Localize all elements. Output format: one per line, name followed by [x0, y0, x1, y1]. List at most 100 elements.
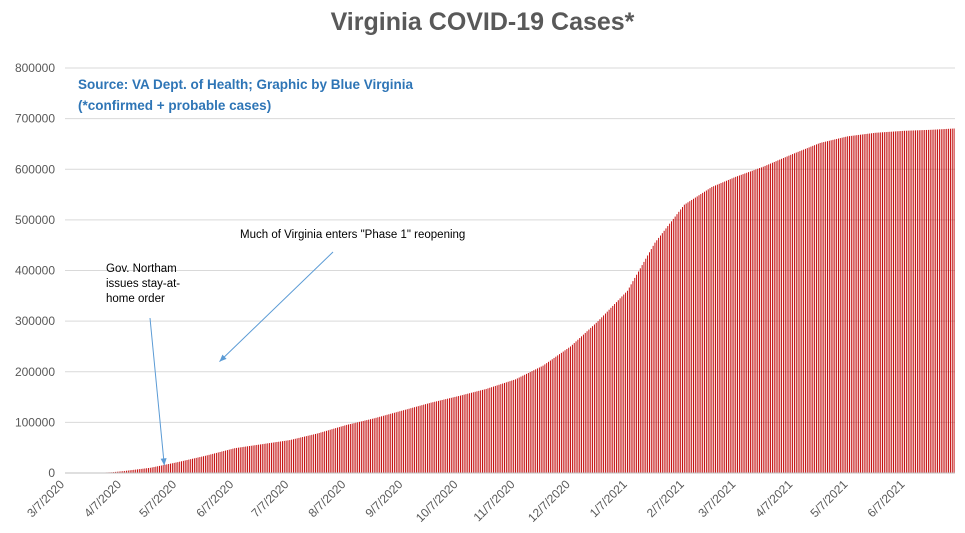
bar	[524, 374, 526, 473]
bar	[568, 347, 570, 473]
bar	[753, 170, 755, 473]
bar	[900, 131, 902, 473]
bar	[645, 258, 647, 473]
bar	[733, 177, 735, 473]
x-tick-label: 2/7/2021	[644, 477, 687, 520]
bar	[856, 135, 858, 473]
bar	[239, 447, 241, 473]
bar	[197, 457, 199, 473]
bar	[204, 455, 206, 473]
bar	[206, 455, 208, 473]
bar	[799, 151, 801, 473]
bar	[228, 449, 230, 473]
bar	[129, 470, 131, 473]
bar	[953, 128, 955, 473]
bar	[230, 449, 232, 473]
bar	[267, 443, 269, 473]
bar	[445, 399, 447, 473]
bar	[557, 355, 559, 473]
bar	[718, 183, 720, 473]
bar	[592, 326, 594, 473]
bar	[742, 174, 744, 474]
bar	[489, 387, 491, 473]
bar	[399, 411, 401, 473]
bar	[458, 396, 460, 473]
bar	[441, 399, 443, 473]
bar	[212, 453, 214, 473]
bar	[909, 130, 911, 473]
bar	[294, 438, 296, 473]
bar	[243, 446, 245, 473]
bar	[355, 422, 357, 473]
bar	[632, 281, 634, 473]
bar	[476, 391, 478, 473]
bar	[571, 344, 573, 473]
x-tick-label: 4/7/2020	[81, 477, 124, 520]
bar	[193, 458, 195, 473]
bar	[149, 467, 151, 473]
bar	[845, 136, 847, 473]
bar	[390, 413, 392, 473]
bar	[208, 454, 210, 473]
bar	[392, 413, 394, 473]
source-note: Source: VA Dept. of Health; Graphic by B…	[78, 74, 413, 116]
bar	[188, 459, 190, 473]
bar	[867, 133, 869, 473]
bar	[195, 457, 197, 473]
bar	[359, 421, 360, 473]
bar	[447, 398, 449, 473]
bar	[762, 166, 764, 473]
bar	[560, 352, 562, 473]
bar	[951, 128, 953, 473]
bar	[256, 444, 258, 473]
annotation-line: issues stay-at-	[106, 278, 181, 290]
x-tick-label: 3/7/2020	[24, 477, 67, 520]
bar	[865, 133, 867, 473]
bar	[258, 444, 260, 473]
bar	[516, 378, 518, 473]
bar	[573, 343, 575, 473]
bar	[808, 147, 810, 473]
bar	[504, 382, 505, 473]
bar	[426, 403, 428, 473]
bar	[658, 237, 660, 473]
bar	[735, 176, 737, 473]
y-tick-label: 800000	[15, 61, 55, 75]
bar	[287, 440, 289, 473]
bar	[454, 396, 456, 473]
bar	[885, 132, 887, 473]
bar	[313, 434, 315, 473]
bar	[348, 424, 349, 473]
x-tick-label: 5/7/2020	[136, 477, 179, 520]
bar	[669, 223, 671, 473]
bar	[302, 437, 304, 473]
bar	[575, 341, 577, 473]
bar	[478, 390, 480, 473]
bar	[500, 384, 502, 473]
bar	[790, 154, 792, 473]
bar	[902, 130, 904, 474]
bar	[293, 439, 294, 473]
bar	[838, 138, 839, 473]
bar	[406, 409, 408, 473]
bar	[386, 414, 388, 473]
y-tick-label: 100000	[15, 415, 55, 429]
bar	[225, 450, 227, 473]
bar	[291, 439, 293, 473]
bar	[948, 128, 950, 473]
bar	[456, 396, 458, 473]
bar	[309, 435, 311, 473]
bar	[322, 431, 324, 473]
bar	[439, 400, 441, 473]
bar	[852, 135, 854, 473]
bar	[586, 331, 588, 473]
bar	[401, 410, 403, 473]
bar	[281, 441, 283, 473]
bar	[412, 407, 414, 473]
bar	[691, 199, 693, 473]
bar	[694, 197, 696, 473]
y-tick-label: 700000	[15, 112, 55, 126]
bar	[665, 228, 667, 473]
bar	[327, 430, 329, 473]
